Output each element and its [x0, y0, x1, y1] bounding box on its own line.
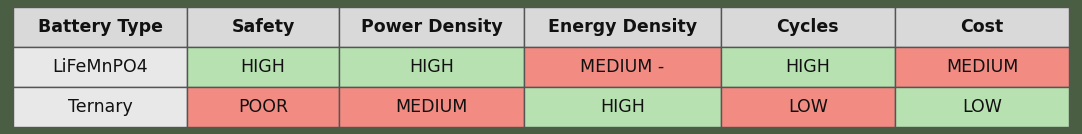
Bar	[895, 87, 1069, 127]
Bar	[524, 87, 721, 127]
Text: HIGH: HIGH	[409, 58, 454, 76]
Text: Battery Type: Battery Type	[38, 18, 162, 36]
Bar	[339, 87, 524, 127]
Text: POOR: POOR	[238, 98, 288, 116]
Bar	[187, 47, 339, 87]
Bar	[524, 7, 721, 47]
Text: LOW: LOW	[788, 98, 828, 116]
Text: Power Density: Power Density	[360, 18, 502, 36]
Text: HIGH: HIGH	[786, 58, 830, 76]
Text: MEDIUM -: MEDIUM -	[580, 58, 664, 76]
Bar	[895, 47, 1069, 87]
Text: Safety: Safety	[232, 18, 294, 36]
Text: HIGH: HIGH	[240, 58, 286, 76]
Bar	[13, 7, 187, 47]
Text: Cycles: Cycles	[777, 18, 840, 36]
Text: LOW: LOW	[962, 98, 1002, 116]
Text: Energy Density: Energy Density	[547, 18, 697, 36]
Text: HIGH: HIGH	[601, 98, 645, 116]
Text: MEDIUM: MEDIUM	[395, 98, 467, 116]
Bar	[13, 87, 187, 127]
Bar	[721, 87, 895, 127]
Bar	[721, 7, 895, 47]
Text: MEDIUM: MEDIUM	[946, 58, 1018, 76]
Bar	[339, 7, 524, 47]
Bar	[187, 87, 339, 127]
Bar	[187, 7, 339, 47]
Bar	[895, 7, 1069, 47]
Bar	[524, 47, 721, 87]
Bar	[721, 47, 895, 87]
Text: Ternary: Ternary	[68, 98, 132, 116]
Text: LiFeMnPO4: LiFeMnPO4	[52, 58, 148, 76]
Text: Cost: Cost	[961, 18, 1004, 36]
Bar	[339, 47, 524, 87]
Bar	[13, 47, 187, 87]
